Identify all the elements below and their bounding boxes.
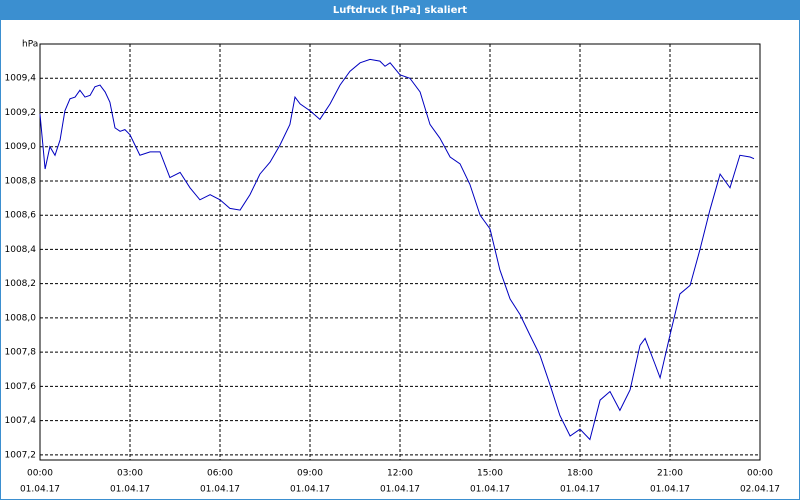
y-tick-label: 1009,4 bbox=[5, 74, 37, 84]
x-tick-label: 09:00 bbox=[297, 469, 323, 479]
x-tick-label: 00:00 bbox=[747, 469, 773, 479]
y-tick-label: 1007,6 bbox=[5, 382, 37, 392]
y-tick-label: 1007,8 bbox=[5, 348, 37, 358]
y-tick-label: 1007,2 bbox=[5, 450, 37, 460]
y-tick-label: 1008,0 bbox=[5, 313, 37, 323]
x-tick-label: 12:00 bbox=[387, 469, 413, 479]
x-tick-date: 02.04.17 bbox=[740, 485, 780, 495]
x-tick-date: 01.04.17 bbox=[110, 485, 150, 495]
y-tick-label: 1008,6 bbox=[5, 211, 37, 221]
y-tick-label: 1008,8 bbox=[5, 176, 37, 186]
x-tick-date: 01.04.17 bbox=[20, 485, 60, 495]
y-axis-label: hPa bbox=[22, 40, 38, 50]
data-line bbox=[39, 58, 755, 441]
x-tick-date: 01.04.17 bbox=[290, 485, 330, 495]
x-tick-date: 01.04.17 bbox=[200, 485, 240, 495]
chart-title: Luftdruck [hPa] skaliert bbox=[333, 5, 467, 16]
y-tick-label: 1008,4 bbox=[5, 245, 37, 255]
x-tick-label: 00:00 bbox=[27, 469, 53, 479]
x-tick-date: 01.04.17 bbox=[560, 485, 600, 495]
y-tick-label: 1009,2 bbox=[5, 108, 37, 118]
x-tick-date: 01.04.17 bbox=[470, 485, 510, 495]
x-tick-date: 01.04.17 bbox=[380, 485, 420, 495]
x-tick-label: 15:00 bbox=[477, 469, 503, 479]
y-tick-label: 1007,4 bbox=[5, 416, 37, 426]
title-bar bbox=[0, 0, 800, 20]
x-tick-date: 01.04.17 bbox=[650, 485, 690, 495]
x-tick-label: 18:00 bbox=[567, 469, 593, 479]
x-tick-label: 21:00 bbox=[657, 469, 683, 479]
y-tick-label: 1009,0 bbox=[5, 142, 37, 152]
y-tick-label: 1008,2 bbox=[5, 279, 37, 289]
x-tick-label: 06:00 bbox=[207, 469, 233, 479]
x-tick-label: 03:00 bbox=[117, 469, 143, 479]
